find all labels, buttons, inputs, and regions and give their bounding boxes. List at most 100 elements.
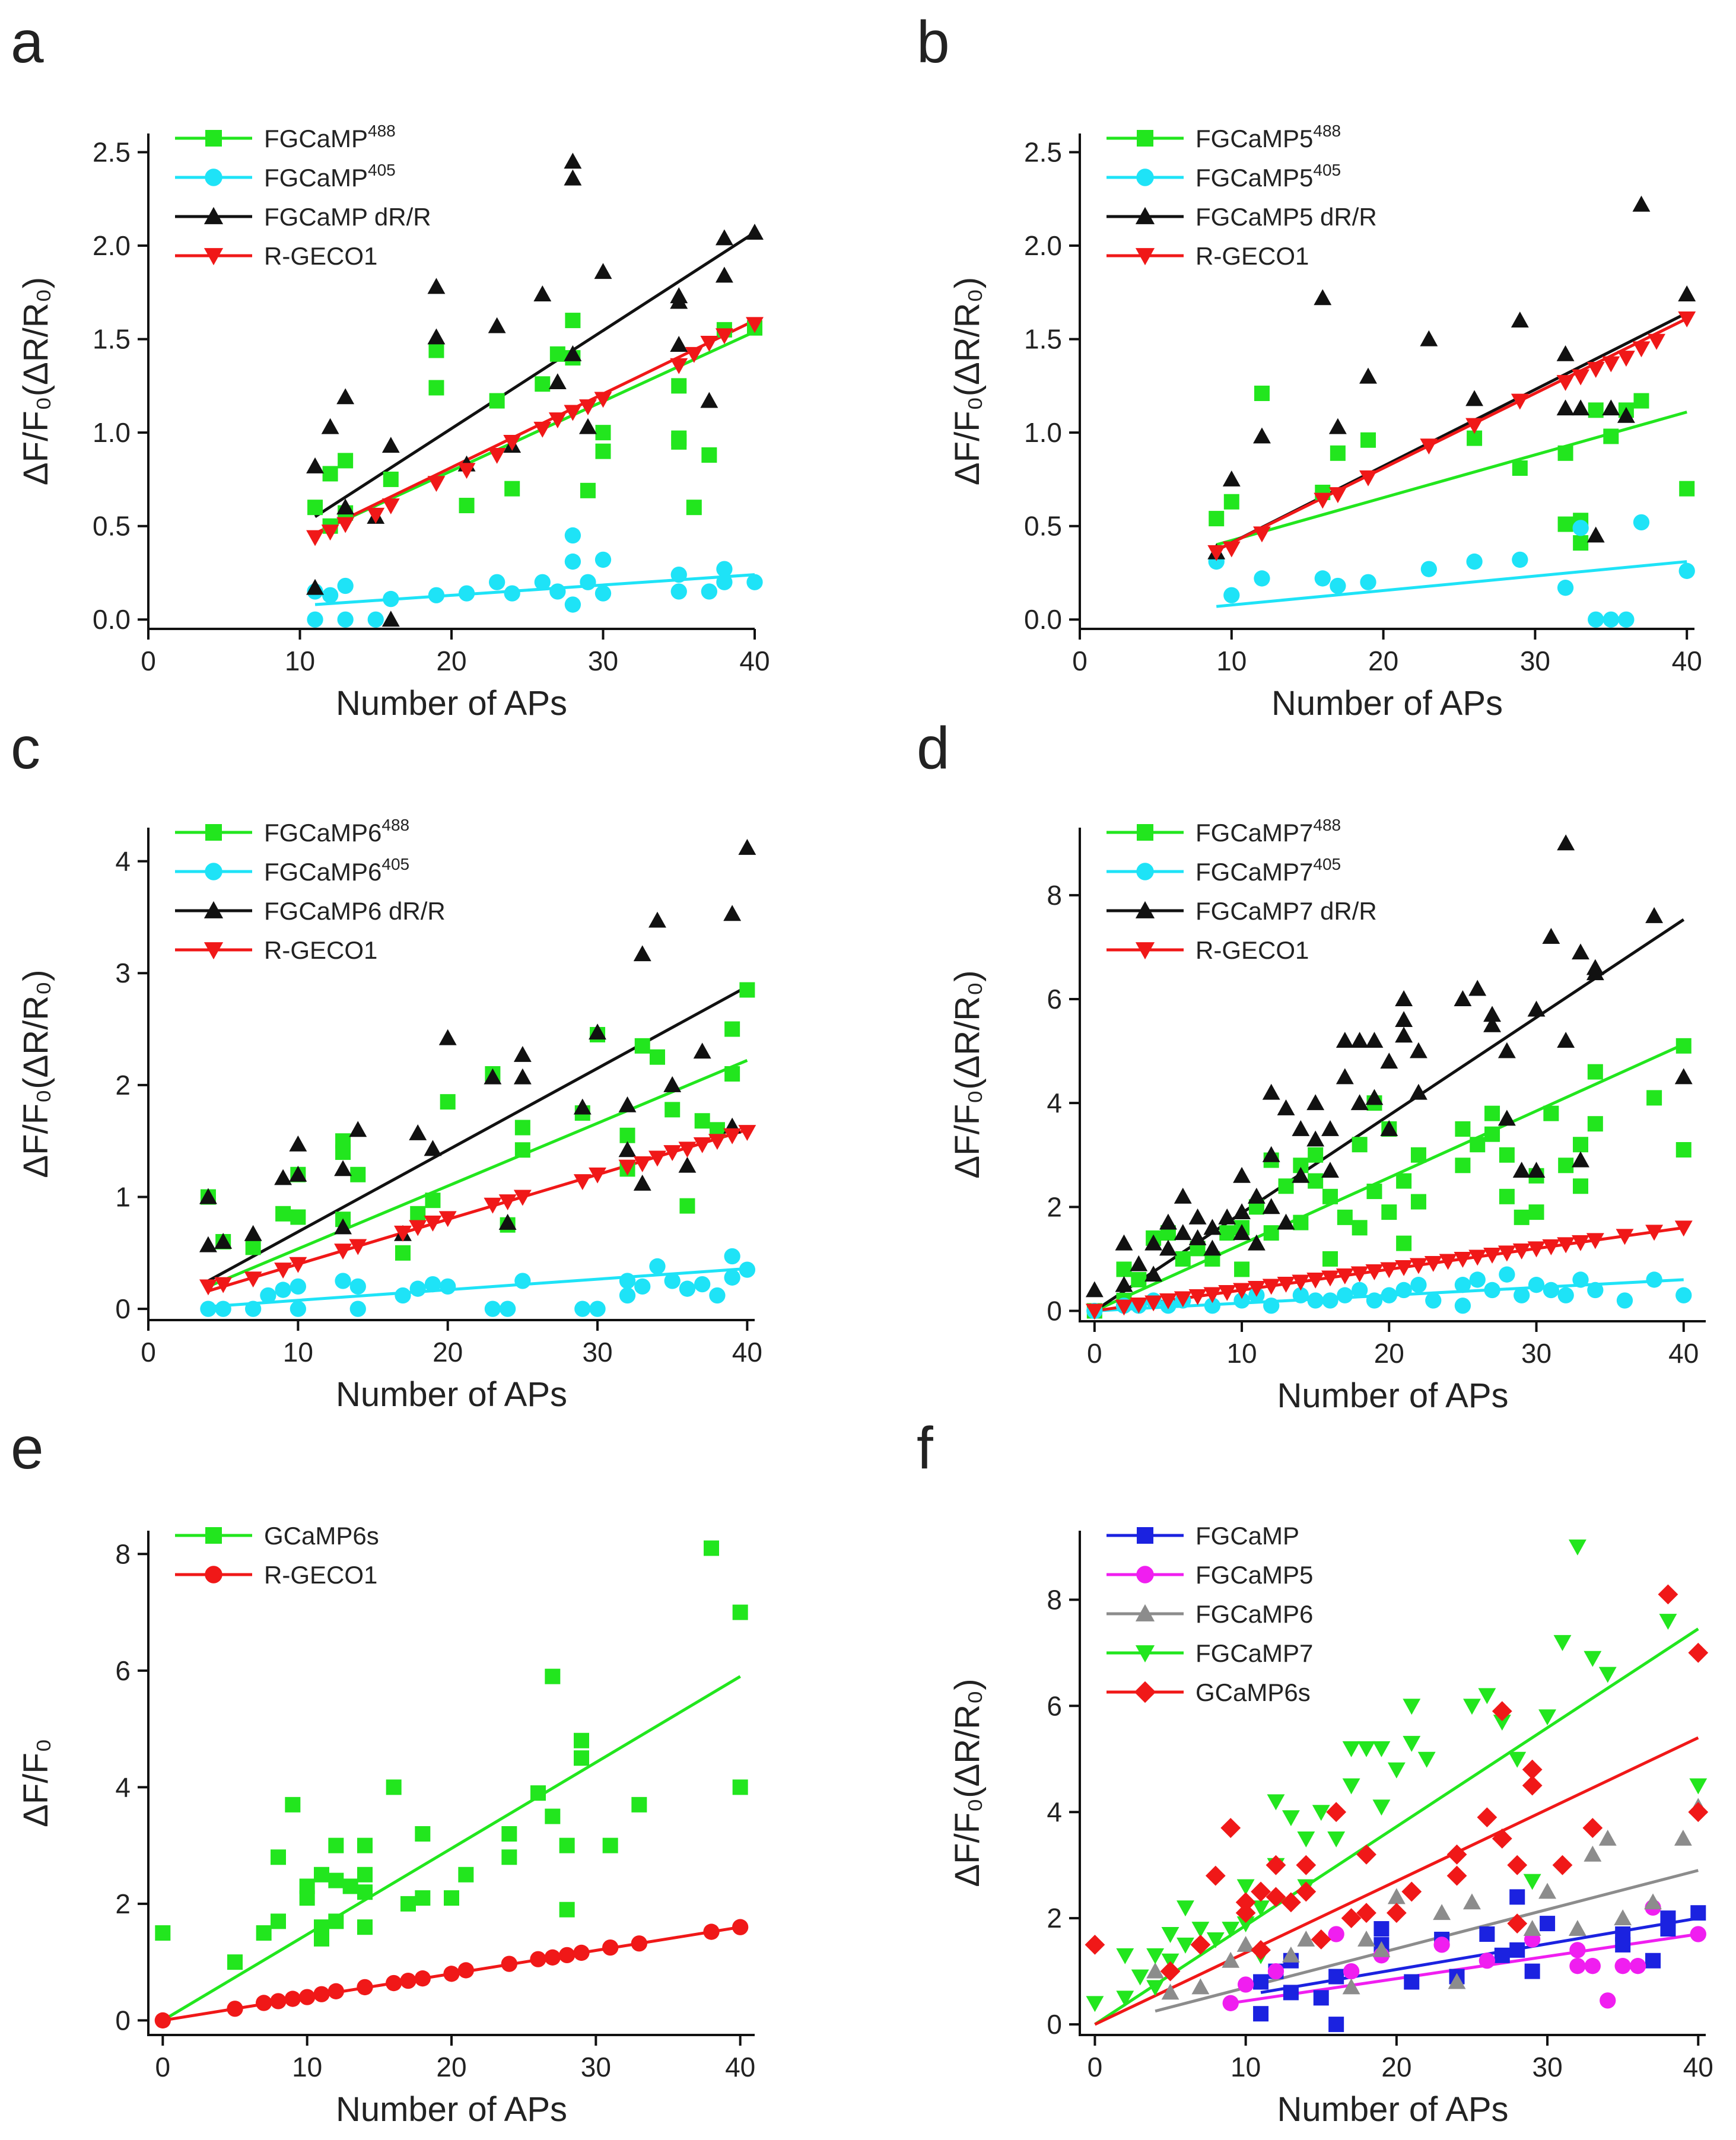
series-points (155, 1540, 748, 1970)
panel-a: a 0 10 20 30 40 0.0 0.5 1.0 1.5 2.0 2.5 Number of A… (11, 9, 770, 723)
data-point (1356, 1903, 1376, 1923)
legend-label: R-GECO1 (264, 1561, 377, 1589)
data-point (619, 1287, 636, 1304)
data-point (633, 945, 651, 962)
data-point (559, 1901, 575, 1918)
data-point (1222, 470, 1241, 486)
data-point (704, 1540, 719, 1556)
data-point (1236, 1935, 1255, 1952)
data-point (1223, 494, 1239, 510)
series-points (1207, 195, 1696, 559)
data-point (214, 1277, 233, 1293)
data-point (1401, 1881, 1422, 1902)
data-point (589, 1167, 606, 1184)
data-point (548, 412, 567, 429)
data-point (694, 1113, 710, 1129)
data-point (290, 1278, 306, 1295)
data-point (633, 1156, 651, 1172)
y-tick-label: 2 (115, 1888, 131, 1919)
data-point (1253, 526, 1271, 543)
data-point (1233, 1292, 1250, 1309)
data-point (1205, 1865, 1226, 1886)
x-tick-label: 0 (1072, 646, 1088, 676)
data-point (1115, 1276, 1133, 1292)
data-point (1115, 1299, 1133, 1316)
data-point (708, 1134, 726, 1150)
series-points (1146, 1798, 1708, 2000)
data-point (484, 1300, 501, 1317)
data-point (313, 1986, 330, 2002)
data-point (394, 1225, 412, 1242)
data-point (693, 1137, 711, 1153)
data-point (1483, 1247, 1502, 1264)
data-point (1494, 1947, 1510, 1963)
data-point (1130, 1255, 1148, 1271)
fit-line (1094, 1627, 1699, 2026)
data-point (409, 1124, 427, 1140)
data-point (443, 1966, 460, 1982)
data-point (1615, 1937, 1631, 1953)
series-points (306, 317, 764, 546)
data-point (1146, 1962, 1165, 1979)
data-point (1223, 587, 1240, 603)
data-point (459, 498, 475, 514)
data-point (1603, 611, 1619, 628)
x-axis-title: Number of APs (1277, 2090, 1508, 2129)
data-point (1690, 1926, 1706, 1942)
data-point (1582, 1818, 1603, 1838)
data-point (1342, 1778, 1360, 1795)
data-point (1314, 492, 1332, 509)
data-point (664, 1273, 681, 1289)
data-point (1292, 1274, 1310, 1291)
data-point (716, 561, 733, 577)
data-point (424, 1276, 441, 1293)
data-point (602, 1939, 619, 1956)
series-points (1253, 1889, 1706, 2033)
data-point (501, 1826, 517, 1842)
data-point (1454, 1298, 1471, 1314)
data-point (256, 1995, 272, 2011)
data-point (367, 611, 384, 628)
data-point (484, 1068, 502, 1085)
data-point (700, 392, 718, 408)
data-point (1328, 487, 1347, 504)
data-point (670, 336, 688, 352)
x-tick-label: 20 (433, 1337, 463, 1368)
data-point (1477, 1807, 1497, 1828)
data-point (1479, 1953, 1496, 1969)
data-point (275, 1282, 291, 1298)
data-point (1602, 399, 1620, 416)
data-point (271, 1913, 286, 1929)
data-point (1337, 1287, 1353, 1303)
x-axis-title: Number of APs (1271, 684, 1503, 723)
y-tick-label: 0 (1047, 1295, 1062, 1326)
data-point (1380, 1120, 1398, 1136)
data-point (1433, 1937, 1450, 1953)
data-point (1380, 1052, 1398, 1069)
data-point (595, 443, 611, 459)
x-tick-label: 40 (1672, 646, 1702, 676)
data-point (489, 574, 505, 590)
data-point (1321, 1270, 1339, 1287)
data-point (488, 317, 506, 333)
data-point (1417, 1751, 1436, 1768)
data-point (1493, 1715, 1511, 1731)
data-point (1645, 907, 1664, 923)
data-point (1588, 402, 1604, 418)
data-point (1497, 1109, 1516, 1126)
panel-e: e 0 10 20 30 40 0 2 4 6 8 Number of APs ΔF/F₀ GCaMP6… (11, 1415, 755, 2129)
data-point (1556, 375, 1575, 392)
data-point (618, 1159, 637, 1176)
y-tick-label: 8 (115, 1538, 131, 1569)
data-point (227, 2001, 243, 2017)
x-tick-label: 40 (1668, 1338, 1699, 1369)
data-point (574, 1750, 589, 1766)
data-point (1307, 1292, 1324, 1309)
legend-label: FGCaMP (1196, 1522, 1299, 1550)
data-point (1600, 1992, 1616, 2009)
data-point (338, 453, 354, 469)
data-point (724, 1248, 740, 1265)
y-tick-label: 2.0 (1024, 230, 1062, 261)
data-point (328, 1837, 344, 1853)
